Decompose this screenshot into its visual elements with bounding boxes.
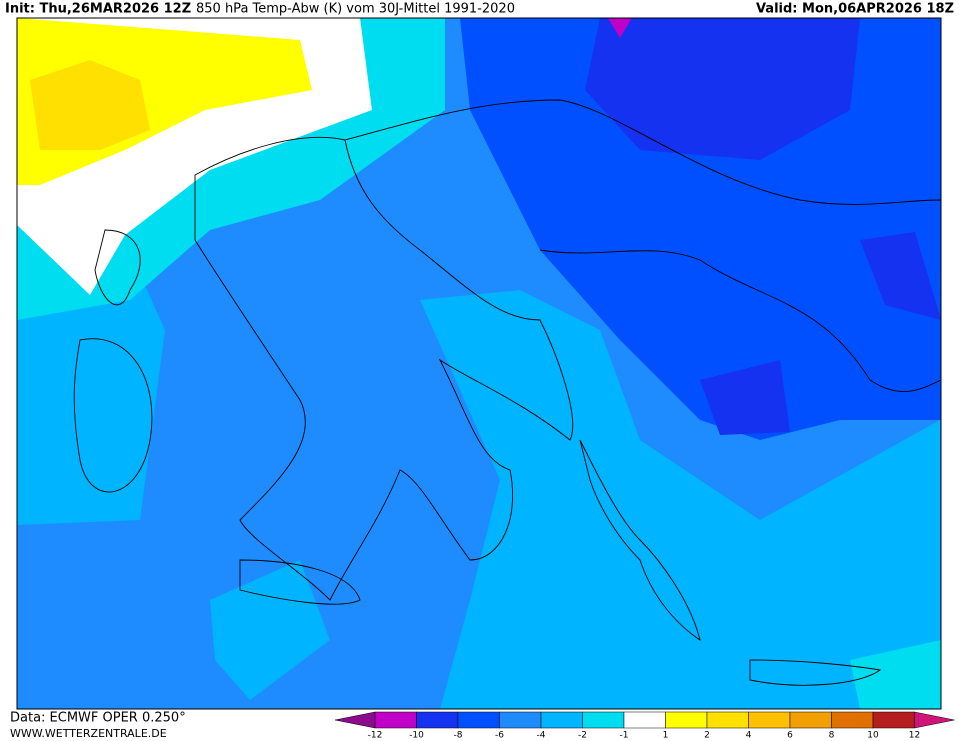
legend-swatch <box>416 711 459 729</box>
legend-swatch <box>706 711 749 729</box>
legend-tick-label: -6 <box>495 731 504 741</box>
coastline <box>94 229 141 306</box>
legend-tick-label: -2 <box>578 731 587 741</box>
valid-time: Valid: Mon,06APR2026 18Z <box>756 2 954 17</box>
legend-tick-label: -4 <box>537 731 546 741</box>
legend-tick-label: 6 <box>787 731 793 741</box>
legend-swatch <box>582 711 625 729</box>
legend-swatch <box>789 711 832 729</box>
map <box>16 17 942 710</box>
legend-swatch <box>748 711 791 729</box>
legend-swatch <box>665 711 708 729</box>
legend-tick-label: 12 <box>909 731 920 741</box>
field-darker <box>860 232 941 320</box>
coastline <box>73 338 153 493</box>
legend-tick-label: -1 <box>620 731 629 741</box>
map-title: 850 hPa Temp-Abw (K) vom 30J-Mittel 1991… <box>196 2 515 17</box>
coastline <box>194 136 574 601</box>
legend-swatch <box>540 711 583 729</box>
map-frame <box>16 17 942 710</box>
legend-tick-label: -10 <box>409 731 424 741</box>
field-darker <box>585 18 860 160</box>
legend-swatch <box>499 711 542 729</box>
legend-tick-label: 1 <box>663 731 669 741</box>
legend-swatch <box>457 711 500 729</box>
field-magenta <box>608 18 632 38</box>
legend-tick-label: 8 <box>829 731 835 741</box>
website: WWW.WETTERZENTRALE.DE <box>10 727 167 740</box>
coastline <box>579 439 701 642</box>
field-yellow-dark <box>30 60 150 150</box>
legend-swatch <box>831 711 874 729</box>
color-legend: -12 -10 -8 -6 -4 -2 -1 1 2 4 6 8 10 12 <box>334 711 955 741</box>
legend-under-arrow <box>334 711 376 729</box>
data-source: Data: ECMWF OPER 0.250° <box>10 711 186 726</box>
legend-tick-label: 10 <box>867 731 879 741</box>
field-light <box>210 560 330 700</box>
field-cyan <box>850 640 941 709</box>
border <box>539 249 942 392</box>
legend-tick-label: -12 <box>368 731 383 741</box>
init-time: Init: Thu,26MAR2026 12Z <box>5 2 191 17</box>
legend-swatch <box>623 711 666 729</box>
legend-tick-label: 4 <box>746 731 752 741</box>
legend-over-arrow <box>914 711 955 729</box>
legend-tick-label: -8 <box>454 731 463 741</box>
legend-swatch <box>374 711 417 729</box>
field-light <box>420 290 940 709</box>
field-darker <box>700 360 790 435</box>
legend-tick-label: 2 <box>704 731 710 741</box>
legend-swatch <box>872 711 915 729</box>
border <box>344 99 942 205</box>
coastline <box>749 659 882 686</box>
coastline <box>239 559 361 605</box>
